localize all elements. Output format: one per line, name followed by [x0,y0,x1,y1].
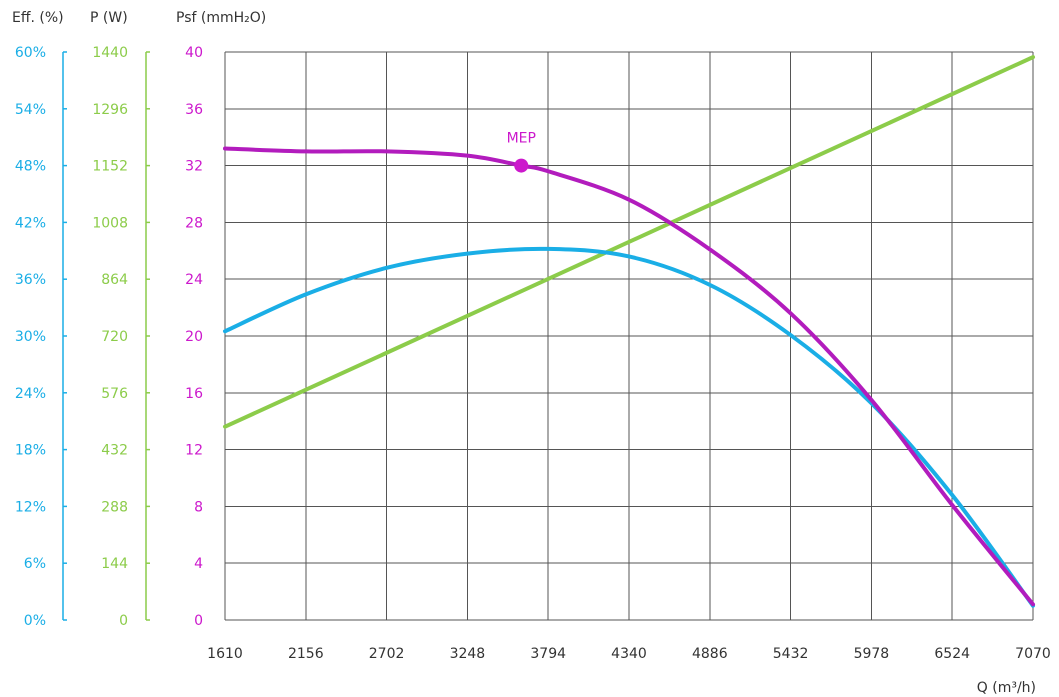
eff-tick-label: 30% [15,329,46,345]
x-tick-label: 4340 [611,646,647,662]
power-tick-label: 1008 [92,215,128,231]
psf-tick-label: 20 [185,329,203,345]
power-tick-label: 1296 [92,102,128,118]
psf-tick-label: 32 [185,159,203,175]
power-axis-title: P (W) [90,10,128,26]
x-tick-label: 5978 [854,646,890,662]
power-tick-label: 432 [101,443,128,459]
psf-series-line [223,146,1035,607]
power-tick-label: 720 [101,329,128,345]
eff-tick-label: 36% [15,272,46,288]
psf-tick-label: 16 [185,386,203,402]
x-tick-label: 7070 [1015,646,1051,662]
eff-series-line [223,246,1035,608]
eff-tick-label: 12% [15,499,46,515]
eff-tick-label: 48% [15,159,46,175]
x-tick-label: 5432 [773,646,809,662]
eff-tick-label: 54% [15,102,46,118]
psf-tick-label: 24 [185,272,203,288]
psf-tick-label: 40 [185,45,203,61]
eff-tick-label: 18% [15,443,46,459]
x-tick-label: 6524 [934,646,970,662]
psf-tick-label: 12 [185,443,203,459]
psf-tick-label: 28 [185,215,203,231]
x-tick-label: 4886 [692,646,728,662]
power-series-line [223,55,1035,429]
psf-tick-label: 36 [185,102,203,118]
x-tick-label: 2156 [288,646,324,662]
x-tick-label: 3794 [530,646,566,662]
x-tick-label: 1610 [207,646,243,662]
psf-tick-label: 8 [194,499,203,515]
power-tick-label: 576 [101,386,128,402]
mep-point-marker [514,158,529,173]
power-tick-label: 1440 [92,45,128,61]
psf-tick-label: 0 [194,613,203,629]
eff-tick-label: 0% [24,613,46,629]
eff-tick-label: 42% [15,215,46,231]
power-tick-label: 1152 [92,159,128,175]
power-tick-label: 288 [101,499,128,515]
x-tick-label: 2702 [369,646,405,662]
mep-label: MEP [507,131,536,147]
x-axis-title: Q (m³/h) [977,680,1036,696]
psf-axis-title: Psf (mmH₂O) [176,10,266,26]
eff-axis-title: Eff. (%) [12,10,64,26]
eff-tick-label: 24% [15,386,46,402]
power-tick-label: 144 [101,556,128,572]
power-tick-label: 864 [101,272,128,288]
eff-tick-label: 6% [24,556,46,572]
power-tick-label: 0 [119,613,128,629]
x-tick-label: 3248 [450,646,486,662]
psf-tick-label: 4 [194,556,203,572]
eff-tick-label: 60% [15,45,46,61]
